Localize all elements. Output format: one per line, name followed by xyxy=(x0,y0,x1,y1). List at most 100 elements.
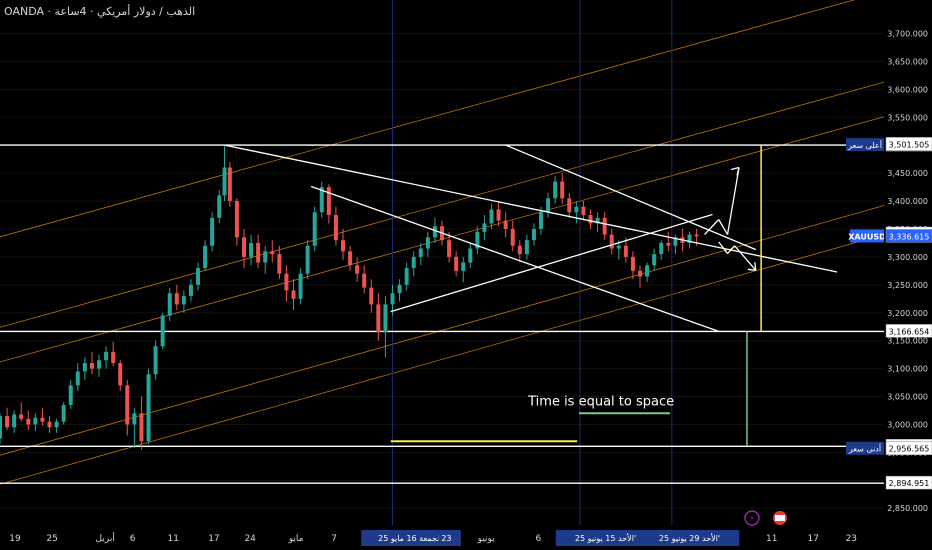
trend-line xyxy=(224,144,838,273)
time-axis-bg xyxy=(0,525,932,550)
candle-body xyxy=(234,201,239,238)
candle-body xyxy=(139,413,144,442)
candle-body xyxy=(89,363,94,369)
channel-line xyxy=(0,81,885,328)
price-tick-label: 3,550.000 xyxy=(887,113,928,122)
candle-body xyxy=(263,251,268,263)
low-caption: أدنى سعر xyxy=(848,444,881,454)
candle-body xyxy=(305,245,310,274)
candle-body xyxy=(595,217,600,224)
grid xyxy=(0,33,884,509)
candle-body xyxy=(496,209,501,221)
candle-body xyxy=(489,209,494,224)
candle-body xyxy=(298,273,303,299)
time-tick-label: يونيو xyxy=(477,534,496,544)
candle-body xyxy=(432,226,437,238)
time-highlight-bg xyxy=(639,530,740,546)
candle-body xyxy=(383,304,388,333)
arrow-down-head xyxy=(747,262,757,271)
candle-body xyxy=(68,385,73,405)
time-highlight-bg xyxy=(555,530,656,546)
candle-body xyxy=(277,254,282,274)
time-tick-label: 11 xyxy=(766,534,777,544)
time-axis: 1925أبريل6111724مايو7يونيو6611172309:00ا… xyxy=(0,510,932,550)
candle-body xyxy=(574,206,579,213)
time-tick-label: 6 xyxy=(535,534,541,544)
price-tick-label: 3,700.000 xyxy=(887,30,928,39)
candle-body xyxy=(539,212,544,229)
symbol-tag: XAUUSD xyxy=(848,232,886,241)
candle-body xyxy=(418,248,423,257)
candle-body xyxy=(132,413,137,425)
candle-body xyxy=(61,404,66,422)
session-lines xyxy=(391,0,673,525)
candle-body xyxy=(553,181,558,199)
candle-body xyxy=(12,414,17,428)
time-tick-label: 7 xyxy=(331,534,337,544)
candle-body xyxy=(203,245,208,269)
candle-body xyxy=(475,231,480,249)
time-highlight-label: الجمعة 16 مايو 25' xyxy=(378,534,444,543)
trend-line xyxy=(727,245,736,254)
trend-line xyxy=(310,185,719,333)
candle-body xyxy=(567,198,572,213)
channel-line xyxy=(0,234,885,485)
time-tick-label: 17 xyxy=(808,534,819,544)
candle-body xyxy=(54,421,59,428)
candle-body xyxy=(227,167,232,202)
candle-body xyxy=(404,268,409,285)
price-tag-bg xyxy=(885,137,932,151)
price-tick-label: 3,000.000 xyxy=(887,420,928,429)
price-tick-label: 3,400.000 xyxy=(887,197,928,206)
annotations: Time is equal to space أعلى سعر أدنى سعر XA… xyxy=(527,138,886,455)
candle-body xyxy=(482,223,487,232)
candle-body xyxy=(390,293,395,305)
candle-body xyxy=(312,212,317,246)
lightning-glyph: ⚡ xyxy=(749,514,755,523)
candle-body xyxy=(75,371,80,386)
candle-body xyxy=(174,293,179,305)
candle-body xyxy=(326,187,331,216)
candle-body xyxy=(97,360,102,369)
candle-body xyxy=(616,245,621,249)
candle-body xyxy=(510,228,515,246)
candle-body xyxy=(355,265,360,274)
price-tag: 3,501.505 xyxy=(889,140,930,149)
candle-body xyxy=(26,418,31,425)
trend-line xyxy=(704,219,720,236)
time-tick-label: مايو xyxy=(288,534,304,544)
trend-line xyxy=(734,245,757,271)
price-tick-label: 3,450.000 xyxy=(887,169,928,178)
trend-lines xyxy=(224,144,838,333)
chart-title: OANDA · الذهب / دولار أمريكي · 4ساعة xyxy=(4,5,196,18)
price-tag: 3,336.615 xyxy=(889,232,930,241)
price-tick-label: 3,650.000 xyxy=(887,57,928,66)
lightning-icon xyxy=(744,510,760,526)
candle-body xyxy=(270,251,275,255)
candle-body xyxy=(167,293,172,316)
time-tick-label: 24 xyxy=(244,534,256,544)
candle-body xyxy=(630,256,635,271)
time-highlight-label: الأحد 15 يونيو 25' xyxy=(575,533,636,543)
candle-body xyxy=(256,242,261,263)
candle-body xyxy=(447,240,452,257)
candle-body xyxy=(153,346,158,375)
trend-line xyxy=(726,167,740,235)
horizontal-levels xyxy=(0,144,884,484)
time-tick-label: 25 xyxy=(46,534,57,544)
candle-body xyxy=(0,416,2,439)
flag-stripe xyxy=(775,515,785,521)
time-highlight-bg xyxy=(361,530,461,546)
price-tag-bg xyxy=(885,441,932,455)
candle-body xyxy=(454,256,459,271)
candle-body xyxy=(47,421,52,428)
candle-body xyxy=(560,181,565,199)
price-tick-label: 3,050.000 xyxy=(887,393,928,402)
price-tag: 3,166.654 xyxy=(889,327,930,336)
level-caption-bg xyxy=(846,138,884,152)
candle-body xyxy=(19,414,24,419)
candle-body xyxy=(687,234,692,243)
candle-body xyxy=(362,273,367,288)
candle-body xyxy=(673,237,678,246)
